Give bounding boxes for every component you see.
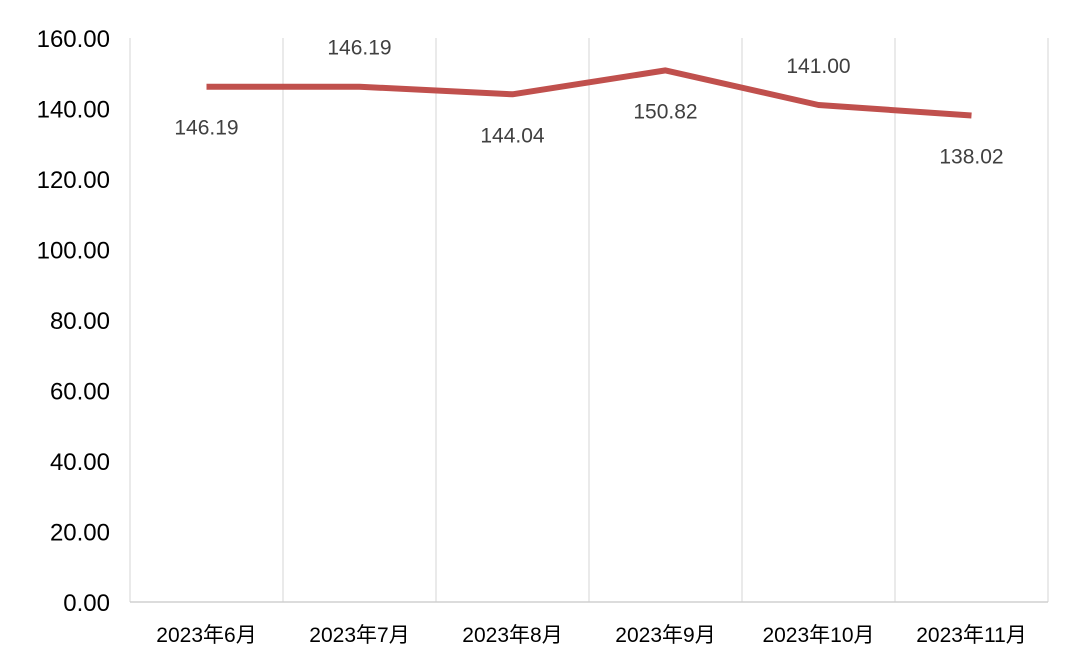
series-line-group [206,67,972,119]
data-label: 141.00 [786,55,850,78]
x-tick-label: 2023年11月 [916,624,1027,647]
data-label: 146.19 [327,37,391,60]
y-tick-label: 0.00 [63,590,110,617]
data-label: 150.82 [633,100,697,123]
y-tick-label: 160.00 [37,26,110,53]
data-label: 146.19 [174,117,238,140]
y-tick-label: 100.00 [37,238,110,265]
x-tick-label: 2023年10月 [762,624,874,647]
y-tick-label: 20.00 [50,520,110,547]
gridlines [129,38,1049,602]
x-tick-label: 2023年9月 [615,624,715,647]
x-tick-label: 2023年8月 [462,624,562,647]
x-tick-label: 2023年7月 [309,624,409,647]
y-tick-label: 40.00 [50,449,110,476]
y-tick-label: 120.00 [37,167,110,194]
y-tick-label: 140.00 [37,97,110,124]
y-tick-label: 60.00 [50,379,110,406]
data-labels: 146.19 146.19 144.04 150.82 141.00 138.02 [174,37,1003,169]
y-axis-ticks: 0.00 20.00 40.00 60.00 80.00 100.00 120.00 140.… [37,26,110,617]
x-axis-ticks: 2023年6月 2023年7月 2023年8月 2023年9月 2023年10月 2023… [156,624,1026,647]
data-label: 144.04 [480,124,545,147]
y-tick-label: 80.00 [50,308,110,335]
data-label: 138.02 [939,145,1003,168]
x-tick-label: 2023年6月 [156,624,256,647]
series-line [206,67,972,119]
